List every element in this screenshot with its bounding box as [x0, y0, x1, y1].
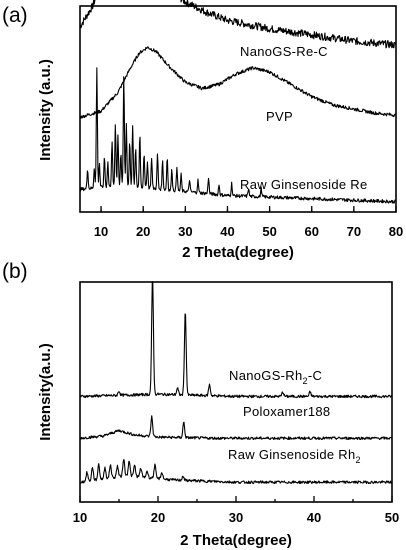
panel-b-x-axis: 10 20 30 40 50 [73, 496, 399, 525]
series-label-raw-ginsenoside-rh2: Raw Ginsenoside Rh2 [228, 447, 361, 465]
panel-b-series-labels: NanoGS-Rh2-C Poloxamer188 Raw Ginsenosid… [228, 368, 361, 465]
series-trace-b-2 [79, 459, 393, 485]
series-label-raw-ginsenoside-re: Raw Ginsenoside Re [240, 177, 368, 192]
series-label-pvp: PVP [266, 109, 293, 124]
x-tick-label: 30 [178, 224, 192, 239]
x-tick-label: 80 [389, 224, 403, 239]
panel-b: (b) 10 20 30 40 50 NanoGS-Rh2-C Poloxamer188… [2, 260, 399, 549]
panel-a-frame [79, 5, 397, 213]
x-tick-label: 30 [229, 510, 243, 525]
x-tick-label: 40 [307, 510, 321, 525]
series-trace-b-0 [79, 281, 393, 399]
panel-a-y-axis-title: Intensity (a.u.) [37, 59, 54, 161]
x-tick-label: 40 [220, 224, 234, 239]
series-label-nanogs-rh2-c: NanoGS-Rh2-C [229, 368, 322, 386]
panel-a-series-labels: NanoGS-Re-C PVP Raw Ginsenoside Re [240, 44, 368, 192]
panel-a-label: (a) [2, 4, 28, 27]
x-tick-label: 50 [385, 510, 399, 525]
panel-b-label: (b) [2, 260, 28, 283]
series-label-nanogs-re-c: NanoGS-Re-C [240, 44, 328, 59]
series-trace-a-0 [79, 0, 397, 49]
x-tick-label: 10 [73, 510, 87, 525]
x-tick-label: 50 [262, 224, 276, 239]
panel-b-frame [79, 281, 393, 503]
x-tick-label: 60 [304, 224, 318, 239]
series-label-poloxamer188: Poloxamer188 [243, 404, 330, 419]
panel-a-traces [79, 0, 397, 204]
x-tick-label: 20 [151, 510, 165, 525]
panel-b-x-axis-title: 2 Theta(degree) [180, 532, 292, 549]
panel-a-x-axis: 10 20 30 40 50 60 70 80 [94, 206, 403, 239]
x-tick-label: 10 [94, 224, 108, 239]
x-tick-label: 70 [347, 224, 361, 239]
series-trace-b-1 [79, 415, 393, 441]
panel-b-traces [79, 281, 393, 485]
series-trace-a-2 [79, 67, 397, 204]
x-tick-label: 20 [136, 224, 150, 239]
panel-b-y-axis-title: Intensity(a.u.) [37, 343, 54, 441]
series-trace-a-1 [79, 46, 397, 119]
panel-a-x-axis-title: 2 Theta(degree) [182, 244, 294, 261]
panel-a: (a) 10 20 30 40 50 60 70 80 NanoGS-Re-C PVP Raw… [2, 0, 403, 261]
